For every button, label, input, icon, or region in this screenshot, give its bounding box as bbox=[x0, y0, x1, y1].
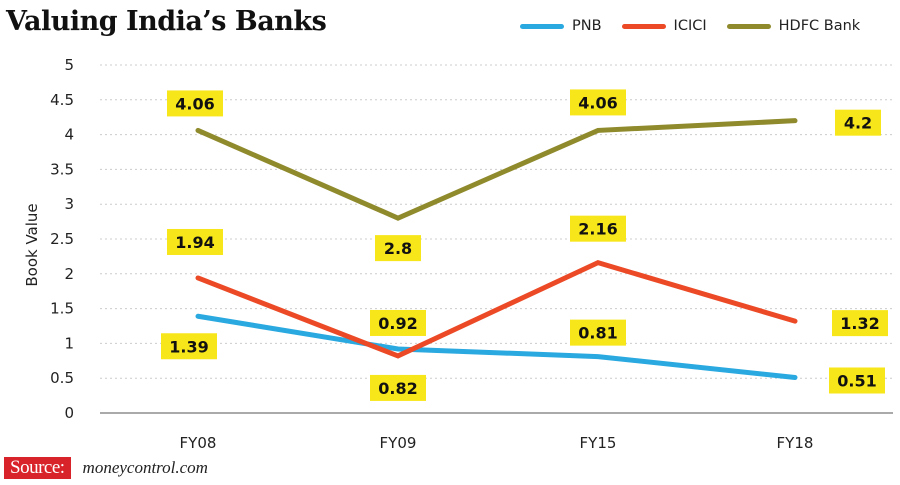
x-tick-label: FY08 bbox=[180, 434, 217, 452]
data-label: 0.81 bbox=[578, 324, 617, 343]
y-axis-label: Book Value bbox=[23, 203, 41, 286]
data-label: 1.32 bbox=[840, 314, 879, 333]
y-tick-label: 3.5 bbox=[50, 160, 74, 178]
legend-swatch-icici bbox=[621, 23, 666, 29]
data-label: 4.2 bbox=[844, 114, 872, 133]
y-tick-label: 3 bbox=[64, 195, 74, 213]
legend-swatch-hdfc bbox=[726, 23, 771, 29]
x-tick-label: FY09 bbox=[380, 434, 417, 452]
series-line bbox=[195, 259, 798, 359]
chart-title: Valuing India’s Banks bbox=[6, 6, 327, 37]
y-tick-label: 2.5 bbox=[50, 230, 74, 248]
y-tick-label: 1.5 bbox=[50, 300, 74, 318]
data-label: 4.06 bbox=[578, 93, 617, 112]
x-tick-label: FY15 bbox=[580, 434, 617, 452]
legend-swatch-pnb bbox=[520, 23, 564, 29]
series-line bbox=[195, 118, 798, 221]
legend-label: ICICI bbox=[673, 18, 707, 34]
data-label: 2.16 bbox=[578, 220, 617, 239]
source-label: Source: bbox=[4, 457, 71, 479]
legend-item-pnb: PNB bbox=[520, 18, 602, 34]
data-label-box bbox=[167, 228, 223, 255]
legend-item-hdfc: HDFC Bank bbox=[726, 18, 861, 34]
data-label-box bbox=[370, 309, 426, 336]
y-tick-label: 4 bbox=[64, 126, 74, 144]
data-label-box bbox=[829, 367, 885, 394]
data-label: 1.39 bbox=[169, 337, 208, 356]
data-label-box bbox=[167, 90, 223, 117]
data-label: 0.51 bbox=[837, 372, 876, 391]
data-label: 2.8 bbox=[384, 239, 412, 258]
data-label-box bbox=[375, 235, 421, 262]
data-label-box bbox=[832, 310, 888, 337]
data-label: 1.94 bbox=[175, 233, 214, 252]
y-tick-label: 0.5 bbox=[50, 369, 74, 387]
y-tick-label: 2 bbox=[64, 265, 74, 283]
data-label: 0.92 bbox=[378, 314, 417, 333]
legend-label: PNB bbox=[572, 18, 602, 34]
data-label-box bbox=[570, 215, 626, 242]
legend-item-icici: ICICI bbox=[621, 18, 707, 34]
y-tick-label: 1 bbox=[64, 334, 74, 352]
data-label: 4.06 bbox=[175, 94, 214, 113]
y-tick-label: 4.5 bbox=[50, 91, 74, 109]
data-label-box bbox=[570, 319, 626, 346]
y-tick-label: 0 bbox=[64, 404, 74, 422]
data-label: 0.82 bbox=[378, 379, 417, 398]
data-label-box bbox=[570, 89, 626, 116]
source-site: moneycontrol.com bbox=[82, 458, 208, 477]
source-credit: Source: moneycontrol.com bbox=[4, 457, 208, 479]
y-tick-label: 5 bbox=[64, 56, 74, 74]
data-label-box bbox=[835, 109, 881, 136]
data-label-box bbox=[161, 333, 217, 360]
legend: PNB ICICI HDFC Bank bbox=[520, 18, 880, 34]
legend-label: HDFC Bank bbox=[778, 18, 861, 34]
series-line bbox=[195, 313, 798, 381]
data-label-box bbox=[370, 374, 426, 401]
x-tick-label: FY18 bbox=[777, 434, 814, 452]
